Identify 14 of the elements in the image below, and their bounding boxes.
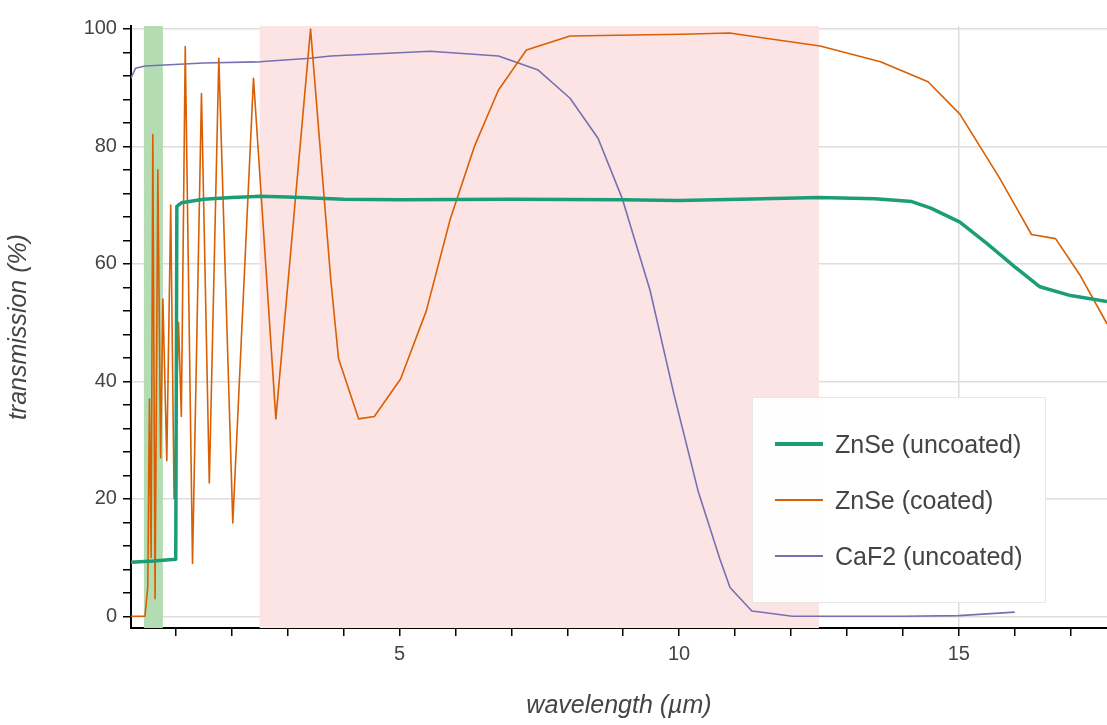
y-tick-label: 100 (83, 16, 117, 39)
x-tick-label: 15 (947, 641, 970, 664)
y-tick-label: 80 (94, 133, 117, 156)
y-tick-label: 40 (94, 368, 117, 391)
x-tick-label: 5 (393, 641, 406, 664)
y-axis-title: transmission (%) (2, 233, 31, 421)
legend-label: CaF2 (uncoated) (835, 541, 1023, 571)
y-tick-label: 60 (94, 251, 117, 274)
y-tick-label: 20 (94, 486, 117, 509)
x-axis-title: wavelength (µm) (526, 689, 712, 718)
y-tick-label: 0 (105, 603, 117, 626)
legend-label: ZnSe (uncoated) (835, 429, 1022, 459)
legend-label: ZnSe (coated) (835, 485, 994, 515)
x-tick-label: 10 (668, 641, 691, 664)
